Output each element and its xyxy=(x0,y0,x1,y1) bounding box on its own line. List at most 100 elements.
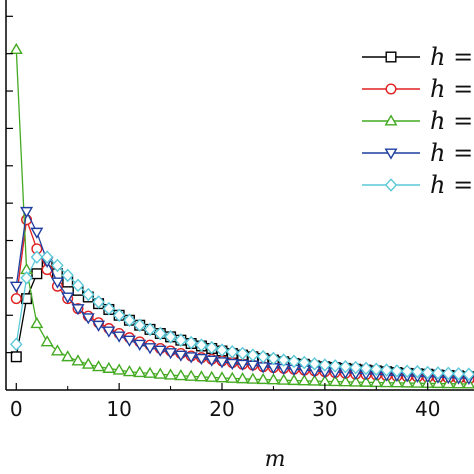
data-point xyxy=(215,371,229,383)
data-point xyxy=(349,375,363,387)
data-point xyxy=(92,360,106,372)
data-point xyxy=(328,374,342,387)
data-point xyxy=(349,360,362,375)
data-point xyxy=(236,372,250,384)
data-point xyxy=(205,370,219,382)
data-point xyxy=(112,331,126,343)
data-point xyxy=(123,313,136,328)
data-point xyxy=(30,227,44,239)
data-point xyxy=(256,372,270,385)
data-point xyxy=(164,348,178,360)
series-line xyxy=(15,49,469,385)
legend-marker xyxy=(384,148,398,160)
x-axis-label: m xyxy=(265,447,286,472)
data-point xyxy=(9,281,23,293)
legend-entry: h = xyxy=(362,107,473,135)
data-point xyxy=(82,287,95,302)
data-point xyxy=(154,326,167,341)
data-point xyxy=(431,366,445,380)
data-point xyxy=(442,366,455,381)
data-point xyxy=(9,42,23,55)
data-point xyxy=(195,338,208,352)
data-point xyxy=(92,320,106,332)
legend: h = h = h = h = h = xyxy=(362,43,473,199)
series-3 xyxy=(9,42,474,389)
plot-frame xyxy=(5,0,474,391)
data-point xyxy=(215,343,229,357)
data-point xyxy=(194,370,208,382)
data-point xyxy=(153,367,167,379)
data-point xyxy=(246,348,260,362)
data-point xyxy=(339,359,352,374)
data-point xyxy=(421,365,434,380)
data-point xyxy=(205,355,219,367)
data-point xyxy=(174,333,188,347)
data-point xyxy=(164,368,178,380)
legend-entry: h = xyxy=(362,171,473,199)
data-point xyxy=(184,335,198,350)
data-point xyxy=(277,353,290,367)
data-point xyxy=(20,206,34,219)
legend-label: h = xyxy=(430,107,473,135)
data-point xyxy=(215,357,229,369)
data-point xyxy=(225,358,239,371)
data-point xyxy=(184,369,198,381)
data-point xyxy=(359,361,373,376)
data-point xyxy=(246,372,260,384)
series-layer xyxy=(9,42,474,389)
data-point xyxy=(194,353,208,366)
data-point xyxy=(297,374,311,386)
data-point xyxy=(143,366,157,378)
data-point xyxy=(328,359,342,373)
legend-marker xyxy=(384,114,398,126)
data-point xyxy=(308,357,321,371)
legend-label: h = xyxy=(430,75,473,103)
data-point xyxy=(51,258,64,273)
data-point xyxy=(462,367,474,382)
data-point xyxy=(102,361,116,373)
data-point xyxy=(256,349,270,364)
data-point xyxy=(112,363,126,375)
data-point xyxy=(61,268,74,283)
data-point xyxy=(10,293,22,305)
legend-entry: h = xyxy=(362,139,473,167)
x-tick-label: 20 xyxy=(209,397,234,421)
data-point xyxy=(174,350,188,362)
tick-layer: 0 10 20 30 40 xyxy=(6,15,440,421)
data-point xyxy=(40,335,54,347)
data-point xyxy=(10,337,23,352)
legend-marker xyxy=(385,51,397,63)
data-point xyxy=(71,278,85,293)
x-tick-label: 10 xyxy=(106,397,131,421)
data-point xyxy=(71,354,85,366)
data-point xyxy=(380,376,394,388)
legend-marker xyxy=(385,83,397,95)
data-point xyxy=(359,375,373,387)
data-point xyxy=(10,351,22,363)
x-tick-label: 0 xyxy=(10,397,23,421)
x-tick-label: 30 xyxy=(312,397,337,421)
data-point xyxy=(133,318,146,333)
data-point xyxy=(81,357,95,369)
data-point xyxy=(164,330,177,344)
data-point xyxy=(452,367,465,381)
data-point xyxy=(338,375,352,387)
data-point xyxy=(61,292,75,304)
data-point xyxy=(266,373,280,385)
data-point xyxy=(102,326,116,338)
data-point xyxy=(30,250,44,264)
data-point xyxy=(400,364,414,379)
legend-label: h = xyxy=(430,43,473,71)
series-5 xyxy=(10,250,474,382)
x-tick-label: 40 xyxy=(415,397,440,421)
data-point xyxy=(287,373,301,386)
data-point xyxy=(71,304,85,316)
data-point xyxy=(411,364,424,379)
data-point xyxy=(40,250,54,264)
data-point xyxy=(277,373,291,385)
data-point xyxy=(298,355,311,370)
data-point xyxy=(287,354,301,369)
data-point xyxy=(184,352,198,364)
data-point xyxy=(318,358,332,372)
